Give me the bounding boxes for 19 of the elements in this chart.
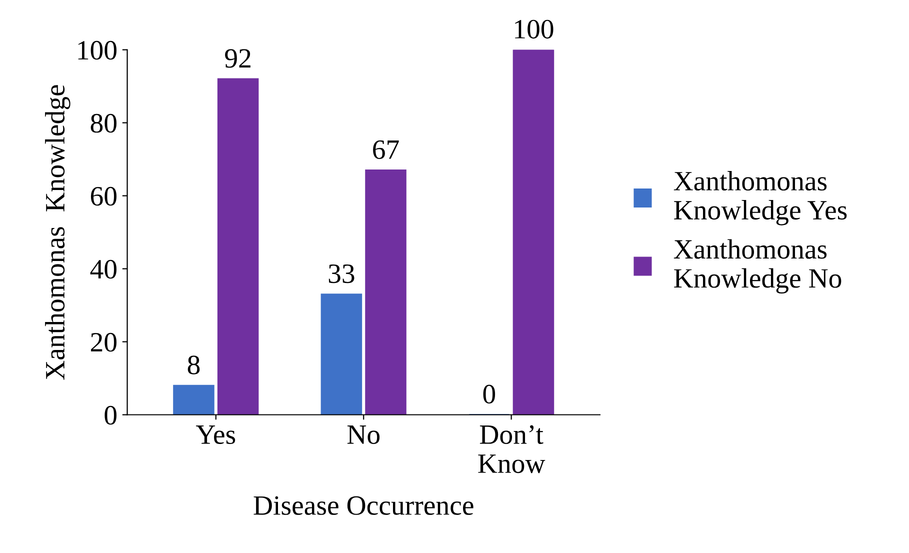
data-label: 92 [225,49,250,68]
x-tick-label: Don’t Know [478,425,546,474]
y-tick-label: 80 [90,114,116,133]
y-tick-label: 60 [90,186,116,206]
x-tick-label: No [347,426,380,444]
y-tick-label: 40 [90,260,116,279]
data-label: 33 [328,264,354,284]
legend-label: Xanthomonas Knowledge Yes [674,171,847,226]
data-label: 67 [373,140,399,160]
x-axis-title: Disease Occurrence [254,496,474,515]
y-tick-label: 0 [104,406,116,425]
x-tick-label: Yes [196,426,236,444]
legend-label: Xanthomonas Knowledge No [674,239,842,294]
y-tick-label: 20 [90,332,116,352]
data-label: 100 [515,20,554,39]
y-tick-label: 100 [78,40,116,60]
y-axis-title: Xanthomonas Knowledge [45,85,70,380]
data-label: 8 [188,356,200,374]
data-label: 0 [483,384,496,404]
